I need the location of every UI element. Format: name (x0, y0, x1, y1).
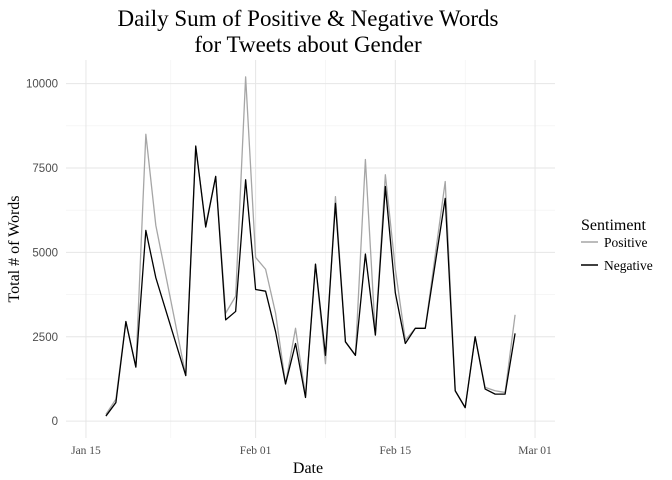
x-tick-label: Jan 15 (71, 445, 101, 457)
x-axis-title: Date (293, 460, 323, 477)
chart-title-line-1: Daily Sum of Positive & Negative Words (117, 6, 498, 31)
legend-title: Sentiment (581, 217, 646, 234)
legend-label-positive: Positive (604, 235, 648, 250)
series-lines (105, 76, 516, 417)
y-tick-label: 10000 (26, 79, 58, 91)
y-axis-title: Total # of Words (6, 195, 23, 302)
grid (66, 60, 555, 438)
x-tick-label: Mar 01 (518, 445, 552, 457)
x-axis-ticks: Jan 15 Feb 01 Feb 15 Mar 01 (71, 445, 552, 457)
legend: Sentiment Positive Negative (581, 217, 653, 273)
y-tick-label: 0 (52, 416, 58, 428)
y-tick-label: 7500 (32, 163, 58, 175)
x-tick-label: Feb 01 (240, 445, 272, 457)
x-tick-label: Feb 15 (380, 445, 412, 457)
y-axis-ticks: 0 2500 5000 7500 10000 (26, 79, 58, 429)
series-line-negative (105, 145, 516, 417)
y-tick-label: 2500 (32, 332, 58, 344)
chart-title: Daily Sum of Positive & Negative Words f… (117, 6, 498, 57)
legend-label-negative: Negative (604, 258, 653, 273)
chart-title-line-2: for Tweets about Gender (194, 32, 422, 57)
y-tick-label: 5000 (32, 247, 58, 259)
